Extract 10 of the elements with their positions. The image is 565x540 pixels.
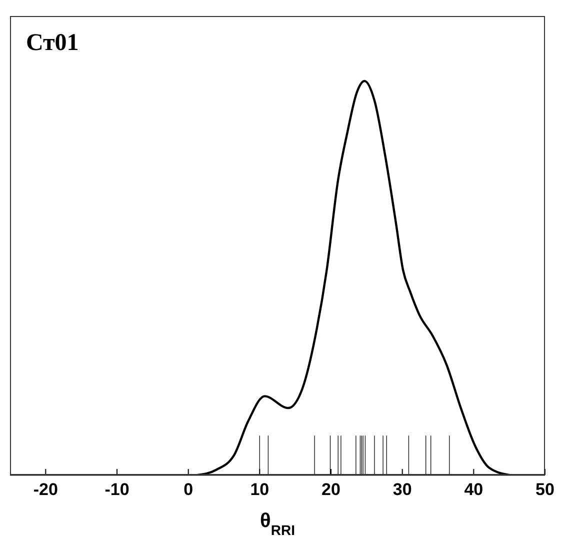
chart-title: Ст01 bbox=[26, 30, 79, 57]
x-axis-title: θ$_{RRI}$ bbox=[260, 510, 295, 538]
x-tick-label: -10 bbox=[104, 480, 130, 500]
x-tick-label: 30 bbox=[392, 480, 412, 500]
x-tick-label: 20 bbox=[322, 480, 340, 500]
x-tick-label: 0 bbox=[184, 480, 194, 500]
x-tick-label: 10 bbox=[250, 480, 270, 500]
x-tick-label: 50 bbox=[536, 480, 554, 500]
x-tick-label: -20 bbox=[33, 480, 58, 500]
x-tick-label: 40 bbox=[464, 480, 484, 500]
